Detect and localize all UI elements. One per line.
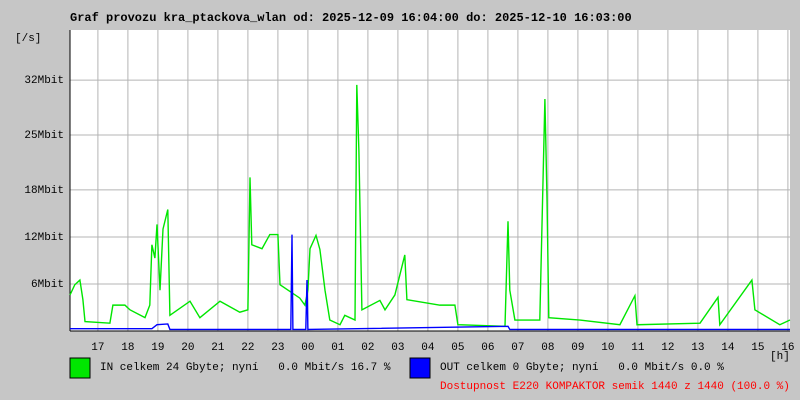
x-tick-label: 17 (91, 342, 104, 354)
x-tick-label: 21 (211, 342, 225, 354)
x-tick-label: 11 (631, 342, 645, 354)
x-tick-label: 20 (181, 342, 194, 354)
legend-label: IN celkem 24 Gbyte; nyní 0.0 Mbit/s 16.7… (100, 362, 391, 374)
x-tick-label: 09 (571, 342, 584, 354)
x-tick-label: 22 (241, 342, 254, 354)
x-tick-label: 10 (601, 342, 614, 354)
y-tick-label: 32Mbit (24, 75, 64, 87)
x-tick-label: 23 (271, 342, 284, 354)
legend-label: OUT celkem 0 Gbyte; nyní 0.0 Mbit/s 0.0 … (440, 362, 724, 374)
y-unit: [/s] (15, 33, 41, 45)
x-tick-label: 14 (721, 342, 735, 354)
x-tick-label: 02 (361, 342, 374, 354)
x-tick-label: 05 (451, 342, 464, 354)
y-tick-label: 18Mbit (24, 185, 64, 197)
y-tick-label: 25Mbit (24, 130, 64, 142)
y-tick-label: 12Mbit (24, 232, 64, 244)
x-tick-label: 00 (301, 342, 314, 354)
legend-swatch (69, 357, 91, 379)
x-tick-label: 18 (121, 342, 134, 354)
plot-area (70, 30, 790, 331)
chart-title: Graf provozu kra_ptackova_wlan od: 2025-… (70, 11, 632, 25)
legend-swatch (409, 357, 431, 379)
x-tick-label: 07 (511, 342, 524, 354)
x-tick-label: 01 (331, 342, 345, 354)
availability: Dostupnost E220 KOMPAKTOR semik 1440 z 1… (440, 381, 790, 393)
x-tick-label: 08 (541, 342, 554, 354)
x-tick-label: 15 (751, 342, 764, 354)
x-tick-label: 06 (481, 342, 494, 354)
x-tick-label: 12 (661, 342, 674, 354)
x-tick-label: 13 (691, 342, 704, 354)
x-unit: [h] (770, 351, 790, 363)
series-line (70, 234, 790, 331)
x-tick-label: 16 (781, 342, 794, 354)
x-tick-label: 04 (421, 342, 435, 354)
x-tick-label: 19 (151, 342, 164, 354)
series-line (69, 84, 791, 328)
y-tick-label: 6Mbit (31, 279, 64, 291)
x-tick-label: 03 (391, 342, 404, 354)
